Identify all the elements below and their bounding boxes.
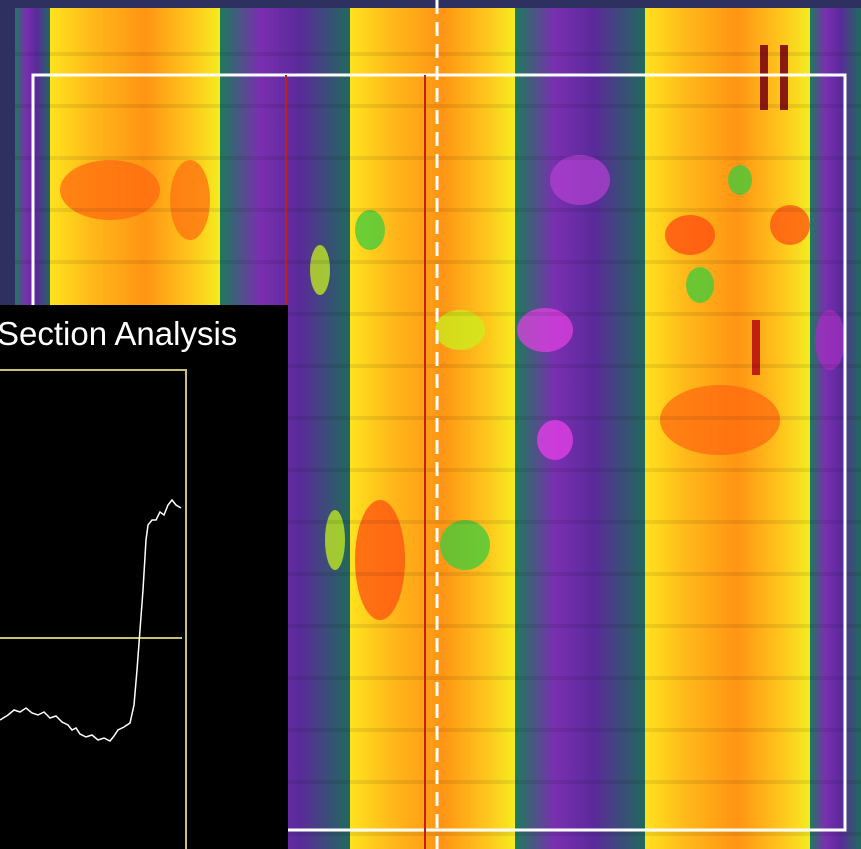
panel-title: Section Analysis [0,315,237,352]
profile-trace [0,498,182,742]
section-panel: Section Analysis [0,305,288,849]
